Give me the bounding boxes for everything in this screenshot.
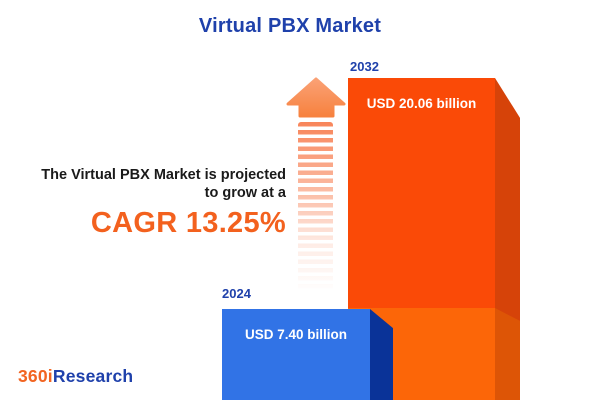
annotation-line-2: to grow at a xyxy=(204,185,286,201)
up-arrow-icon xyxy=(286,77,346,118)
bar-2032-front-face xyxy=(348,78,495,308)
bar-2024-value-label: USD 7.40 billion xyxy=(244,327,348,342)
bar-2032-value-label: USD 20.06 billion xyxy=(366,96,477,111)
bar-2024-side-face xyxy=(370,309,393,400)
logo-prefix: 360i xyxy=(18,366,53,386)
brand-logo: 360iResearch xyxy=(18,366,133,387)
growth-arrow-fade xyxy=(290,122,342,294)
bar-2024-year-label: 2024 xyxy=(222,286,251,301)
cagr-value: CAGR 13.25% xyxy=(90,207,286,239)
annotation-line-1: The Virtual PBX Market is projected xyxy=(41,167,286,183)
logo-suffix: Research xyxy=(52,366,134,386)
bar-2032-year-label: 2032 xyxy=(350,59,379,74)
annotation-block: The Virtual PBX Market is projected to g… xyxy=(8,166,286,240)
bar-2024-front-face xyxy=(222,309,370,400)
page-title: Virtual PBX Market xyxy=(198,15,382,37)
bar-2032-side-face-lower xyxy=(495,308,520,400)
